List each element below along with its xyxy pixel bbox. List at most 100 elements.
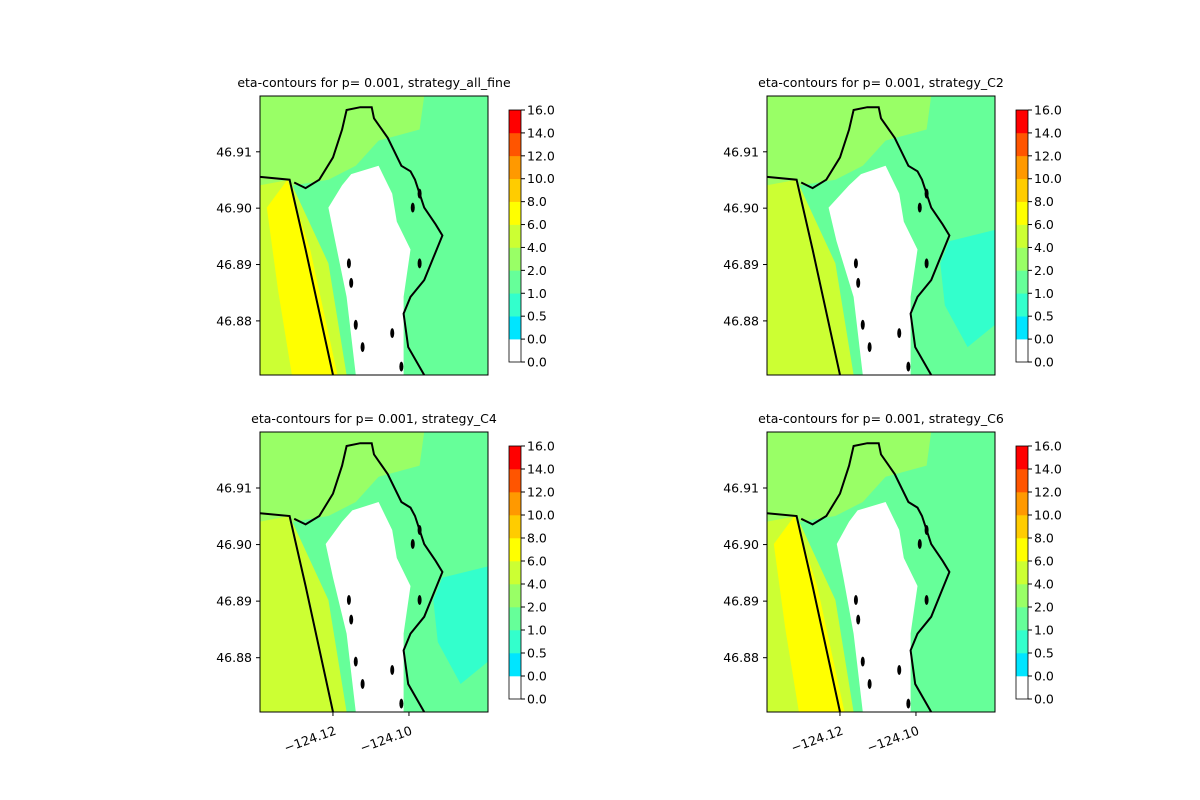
island	[360, 679, 365, 689]
colorbar-tick-label: 6.0	[527, 554, 547, 569]
colorbar-segment	[509, 339, 521, 363]
colorbar-frame	[1015, 445, 1029, 700]
colorbar-segment	[1016, 446, 1028, 470]
colorbar-tick-label: 1.0	[1034, 623, 1054, 638]
y-tick-label: 46.90	[216, 537, 252, 552]
island	[390, 665, 395, 675]
colorbar-tick-label: 1.0	[1034, 286, 1054, 301]
axes-frame	[766, 431, 996, 713]
axes-frame	[259, 95, 489, 376]
colorbar-tick-label: 2.0	[527, 263, 547, 278]
y-tick-label: 46.91	[723, 481, 759, 496]
y-tick-label: 46.89	[216, 257, 252, 272]
axes-frame	[766, 95, 996, 376]
island	[856, 614, 861, 625]
colorbar-tick-label: 6.0	[527, 217, 547, 232]
colorbar-segment	[1016, 293, 1028, 317]
colorbar-segment	[509, 178, 521, 202]
subplot: eta-contours for p= 0.001, strategy_C6 46…	[723, 411, 1062, 755]
colorbar-frame	[1015, 109, 1029, 363]
y-tick-label: 46.90	[723, 537, 759, 552]
contour-fills	[260, 96, 488, 375]
island	[410, 539, 415, 549]
x-tick-label: −124.12	[282, 723, 338, 756]
y-tick-label: 46.91	[723, 144, 759, 159]
island	[897, 665, 902, 675]
colorbar-tick-label: 4.0	[1034, 240, 1054, 255]
colorbar-tick-label: 16.0	[1034, 103, 1062, 118]
colorbar-segment	[509, 293, 521, 317]
colorbar-tick-label: 10.0	[527, 508, 555, 523]
x-tick-label: −124.12	[789, 723, 845, 756]
contour-fills	[767, 432, 995, 712]
colorbar-tick-label: 14.0	[527, 462, 555, 477]
island	[906, 361, 911, 372]
colorbar-segment	[509, 653, 521, 677]
colorbar-segment	[1016, 224, 1028, 248]
island	[924, 525, 929, 535]
colorbar-tick-label: 8.0	[1034, 194, 1054, 209]
colorbar-tick-label: 0.0	[527, 692, 547, 707]
y-tick-label: 46.88	[723, 650, 759, 665]
colorbar-segment	[1016, 178, 1028, 202]
colorbar-tick-label: 0.0	[527, 355, 547, 370]
colorbar-tick-label: 0.5	[1034, 646, 1054, 661]
colorbar-segment	[1016, 676, 1028, 700]
subplot: eta-contours for p= 0.001, strategy_C2 46…	[723, 75, 1062, 376]
fill-region	[828, 165, 918, 375]
subplot-title: eta-contours for p= 0.001, strategy_C2	[758, 75, 1004, 90]
colorbar-tick-label: 12.0	[527, 485, 555, 500]
colorbar-segment	[1016, 561, 1028, 585]
colorbar-tick-label: 14.0	[527, 125, 555, 140]
island	[417, 258, 422, 269]
colorbar-tick-label: 4.0	[527, 240, 547, 255]
colorbar-segment	[1016, 469, 1028, 493]
colorbar-tick-label: 10.0	[1034, 171, 1062, 186]
colorbar-tick-label: 0.0	[527, 332, 547, 347]
colorbar-segment	[1016, 155, 1028, 180]
island	[399, 361, 404, 372]
colorbar-tick-label: 0.5	[1034, 309, 1054, 324]
fill-region	[433, 566, 488, 684]
subplot: eta-contours for p= 0.001, strategy_C4 46…	[216, 411, 555, 755]
colorbar-segment	[1016, 584, 1028, 608]
island	[346, 595, 351, 605]
colorbar-tick-label: 0.0	[1034, 332, 1054, 347]
colorbar-segment	[509, 132, 521, 157]
island	[924, 258, 929, 269]
colorbar-segment	[1016, 247, 1028, 271]
colorbar-tick-label: 8.0	[527, 194, 547, 209]
fill-region	[325, 502, 411, 712]
colorbar-tick-label: 8.0	[527, 531, 547, 546]
colorbar-segment	[1016, 538, 1028, 562]
colorbar-segment	[509, 676, 521, 700]
coastline	[767, 175, 841, 375]
coastline	[293, 442, 444, 712]
island	[860, 656, 865, 667]
colorbar-tick-label: 2.0	[1034, 600, 1054, 615]
island	[906, 698, 911, 709]
fill-region	[260, 516, 347, 712]
fill-region	[940, 229, 995, 348]
colorbar-segment	[509, 492, 521, 516]
colorbar-tick-label: 1.0	[527, 623, 547, 638]
colorbar-tick-label: 2.0	[1034, 263, 1054, 278]
colorbar-segment	[509, 515, 521, 539]
subplot-title: eta-contours for p= 0.001, strategy_C6	[758, 411, 1004, 426]
coastline	[767, 512, 841, 712]
fill-region	[266, 179, 338, 375]
island	[917, 202, 922, 213]
y-tick-label: 46.89	[216, 594, 252, 609]
x-tick-label: −124.10	[865, 723, 921, 756]
colorbar-tick-label: 4.0	[527, 577, 547, 592]
colorbar-tick-label: 0.0	[1034, 669, 1054, 684]
colorbar-segment	[1016, 607, 1028, 631]
island	[853, 595, 858, 605]
colorbar-segment	[1016, 270, 1028, 294]
colorbar-tick-label: 0.5	[527, 646, 547, 661]
y-tick-label: 46.89	[723, 257, 759, 272]
island	[349, 277, 354, 288]
fill-region	[767, 432, 932, 528]
colorbar-segment	[509, 561, 521, 585]
island	[860, 319, 865, 330]
